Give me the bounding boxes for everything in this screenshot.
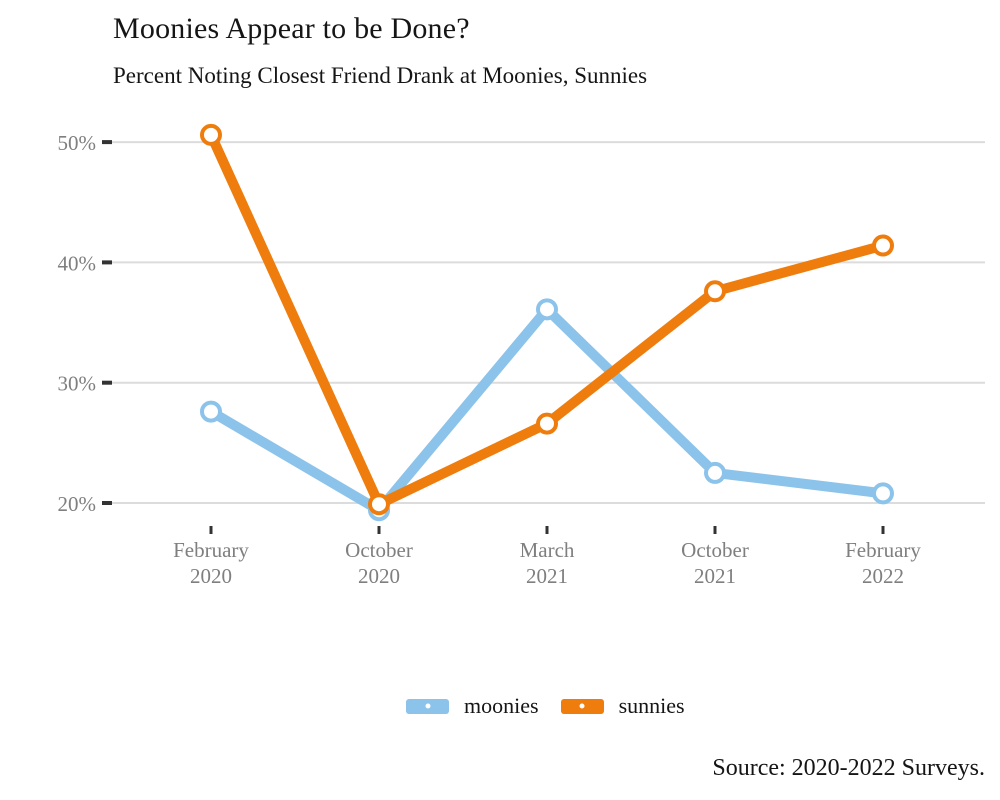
open-circle-marker-icon bbox=[421, 699, 434, 713]
y-axis-label: 20% bbox=[58, 492, 97, 516]
sunnies-line-swatch bbox=[560, 698, 604, 714]
x-axis-label-line1: February bbox=[173, 538, 249, 562]
moonies-line bbox=[208, 304, 884, 516]
chart-title: Moonies Appear to be Done? bbox=[113, 12, 470, 45]
sunnies-data-point bbox=[536, 412, 558, 435]
moonies-line-swatch bbox=[406, 698, 449, 714]
x-axis-label-line1: October bbox=[681, 538, 749, 562]
x-axis-label-line2: 2021 bbox=[526, 564, 568, 588]
x-axis-label-line1: March bbox=[520, 538, 575, 562]
y-axis-label: 30% bbox=[58, 372, 97, 396]
legend-label-moonies: moonies bbox=[464, 693, 539, 718]
legend-item-sunnies: sunnies bbox=[560, 693, 685, 719]
moonies-data-point bbox=[872, 482, 894, 505]
sunnies-data-point bbox=[704, 280, 726, 303]
legend-item-moonies: moonies bbox=[406, 693, 539, 719]
x-axis-label-line2: 2020 bbox=[190, 564, 232, 588]
y-axis-label: 50% bbox=[58, 131, 97, 155]
sunnies-data-point bbox=[200, 123, 222, 146]
x-axis-label-line2: 2020 bbox=[358, 564, 400, 588]
legend-label-sunnies: sunnies bbox=[618, 693, 685, 718]
x-axis-label-line2: 2021 bbox=[694, 564, 736, 588]
x-axis-label-line1: February bbox=[845, 538, 921, 562]
open-circle-marker-icon bbox=[575, 699, 589, 713]
x-axis-label-line2: 2022 bbox=[862, 564, 904, 588]
moonies-data-point bbox=[200, 400, 222, 423]
chart-subtitle: Percent Noting Closest Friend Drank at M… bbox=[113, 63, 648, 88]
moonies-data-point bbox=[536, 298, 558, 321]
x-axis-label-line1: October bbox=[345, 538, 413, 562]
moonies-data-point bbox=[704, 461, 726, 484]
sunnies-data-point bbox=[872, 234, 894, 257]
y-axis-label: 40% bbox=[58, 251, 97, 275]
line-chart: 20%30%40%50%February2020October2020March… bbox=[58, 123, 985, 588]
chart-legend: moonies sunnies bbox=[406, 693, 685, 719]
sunnies-data-point bbox=[368, 493, 390, 516]
source-note: Source: 2020-2022 Surveys. bbox=[712, 755, 985, 781]
